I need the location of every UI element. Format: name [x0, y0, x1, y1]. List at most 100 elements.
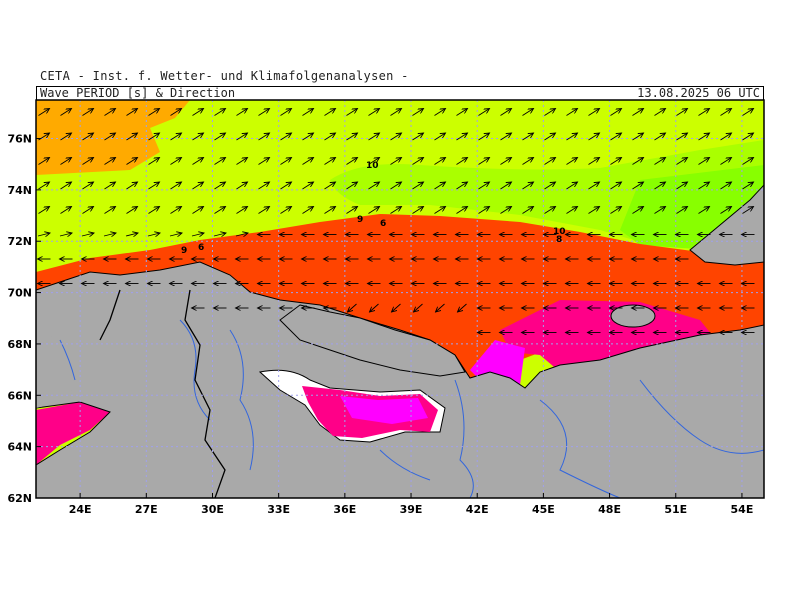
- direction-arrow: [742, 109, 754, 116]
- direction-arrow: [368, 207, 380, 214]
- direction-arrow: [126, 158, 138, 165]
- direction-arrow: [60, 207, 72, 214]
- direction-arrow: [566, 133, 578, 141]
- direction-arrow: [368, 109, 380, 116]
- contour-label: 6: [380, 219, 386, 229]
- direction-arrow: [698, 133, 710, 141]
- direction-arrow: [235, 233, 248, 236]
- lat-tick-label: 70N: [7, 287, 32, 300]
- valid-datetime: 13.08.2025 06 UTC: [637, 86, 760, 100]
- map-title: Wave PERIOD [s] & Direction: [40, 86, 236, 100]
- direction-arrow: [126, 133, 138, 141]
- direction-arrow: [434, 133, 446, 141]
- direction-arrow: [126, 182, 138, 190]
- kolguyev-island: [610, 304, 656, 328]
- direction-arrow: [456, 207, 468, 214]
- direction-arrow: [544, 207, 556, 214]
- direction-arrow: [214, 207, 226, 214]
- direction-arrow: [38, 109, 50, 116]
- direction-arrow: [566, 158, 578, 165]
- direction-arrow: [170, 133, 182, 141]
- direction-arrow: [324, 158, 336, 165]
- direction-arrow: [280, 109, 292, 116]
- direction-arrow: [82, 109, 94, 116]
- direction-arrow: [434, 158, 446, 165]
- direction-arrow: [436, 303, 445, 312]
- land-mainland: [36, 261, 764, 498]
- direction-arrow: [522, 182, 534, 190]
- direction-arrow: [742, 133, 754, 141]
- direction-arrow: [414, 303, 423, 312]
- direction-arrow: [610, 109, 622, 116]
- direction-arrow: [60, 158, 72, 165]
- direction-arrow: [170, 109, 182, 116]
- direction-arrow: [632, 158, 644, 165]
- lon-tick-label: 54E: [731, 503, 754, 516]
- direction-arrow: [478, 133, 490, 141]
- direction-arrow: [742, 182, 754, 190]
- direction-arrow: [698, 182, 710, 190]
- direction-arrow: [566, 109, 578, 116]
- direction-arrow: [214, 109, 226, 116]
- direction-arrow: [720, 207, 732, 214]
- direction-arrow: [82, 182, 94, 190]
- direction-arrow: [500, 133, 512, 141]
- direction-arrow: [192, 158, 204, 165]
- direction-arrow: [81, 233, 94, 236]
- contour-labels: 10 9 6 9 6 10 8: [181, 161, 566, 256]
- direction-arrow: [500, 158, 512, 165]
- lon-tick-label: 51E: [664, 503, 687, 516]
- direction-arrow: [654, 182, 666, 190]
- lat-tick-label: 72N: [7, 235, 32, 248]
- direction-arrow: [324, 182, 336, 190]
- direction-arrow: [522, 109, 534, 116]
- direction-arrow: [434, 207, 446, 214]
- direction-arrow: [148, 133, 160, 141]
- direction-arrow: [390, 158, 402, 165]
- credit-line: CETA - Inst. f. Wetter- und Klimafolgena…: [40, 69, 409, 83]
- direction-arrow: [214, 158, 226, 165]
- direction-arrow: [348, 303, 357, 312]
- direction-arrow: [390, 207, 402, 214]
- map-frame: [35, 99, 765, 499]
- direction-arrow: [676, 158, 688, 165]
- direction-arrow: [588, 207, 600, 214]
- direction-arrow: [676, 133, 688, 141]
- direction-arrow: [346, 109, 358, 116]
- direction-arrow: [500, 207, 512, 214]
- direction-arrow: [59, 233, 72, 236]
- direction-arrow: [37, 233, 50, 236]
- direction-arrow: [302, 182, 314, 190]
- direction-arrow: [147, 233, 160, 236]
- direction-arrow: [170, 158, 182, 165]
- direction-arrow: [434, 182, 446, 190]
- white-sea-inner: [340, 396, 428, 424]
- contour-label: 9: [357, 215, 363, 225]
- direction-arrow: [38, 207, 50, 214]
- contour-label: 6: [198, 243, 204, 253]
- direction-arrow: [742, 207, 754, 214]
- lat-tick-label: 64N: [7, 441, 32, 454]
- direction-arrow: [125, 233, 138, 236]
- direction-arrow: [458, 303, 467, 312]
- direction-arrow: [412, 109, 424, 116]
- direction-arrow: [38, 182, 50, 190]
- wave-direction-arrows: [38, 109, 755, 333]
- direction-arrow: [104, 207, 116, 214]
- direction-arrow: [126, 109, 138, 116]
- direction-arrow: [236, 207, 248, 214]
- direction-arrow: [302, 133, 314, 141]
- direction-arrow: [654, 158, 666, 165]
- direction-arrow: [434, 109, 446, 116]
- direction-arrow: [346, 158, 358, 165]
- direction-arrow: [478, 109, 490, 116]
- direction-arrow: [60, 182, 72, 190]
- direction-arrow: [698, 109, 710, 116]
- direction-arrow: [588, 109, 600, 116]
- direction-arrow: [169, 233, 182, 236]
- direction-arrow: [456, 182, 468, 190]
- direction-arrow: [456, 109, 468, 116]
- lon-tick-label: 36E: [333, 503, 356, 516]
- direction-arrow: [390, 182, 402, 190]
- lat-tick-label: 66N: [7, 389, 32, 402]
